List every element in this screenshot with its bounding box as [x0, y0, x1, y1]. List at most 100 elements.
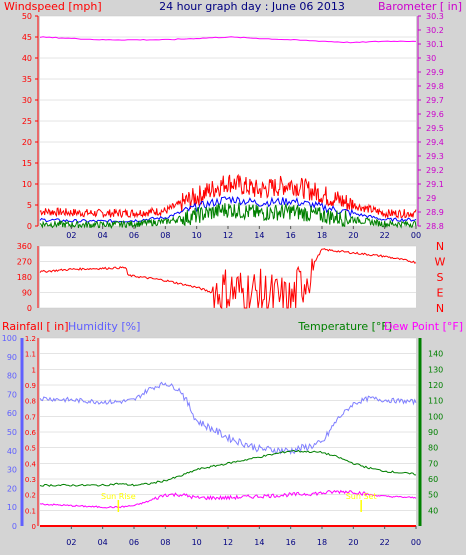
temperature-tick-label: 70 [428, 459, 438, 468]
x-tick-label: 10 [192, 231, 202, 240]
wind-barometer-panel: 0 5 10 15 20 25 30 35 40 45 50 28.8 28.9 29 29.1 29.2 2… [22, 12, 444, 240]
baro-tick-label: 30.1 [426, 40, 444, 49]
wind-tick-label: 50 [22, 12, 32, 21]
wind-tick-label: 10 [22, 180, 32, 189]
baro-tick-label: 29.8 [426, 82, 444, 91]
x-tick-label: 02 [66, 231, 76, 240]
wind-tick-label: 20 [22, 138, 32, 147]
rainfall-axis-label: Rainfall [ in] [2, 320, 69, 333]
x-tick-label: 22 [380, 538, 390, 547]
baro-tick-label: 29.6 [426, 110, 444, 119]
x-tick-label: 12 [223, 231, 233, 240]
x-tick-label: 14 [254, 538, 264, 547]
dew-point-axis-label: Dew Point [°F] [384, 320, 463, 333]
baro-tick-label: 29.3 [426, 152, 444, 161]
wind-tick-label: 35 [22, 75, 32, 84]
rainfall-tick-label: 1.1 [25, 351, 36, 359]
x-tick-label: 06 [129, 231, 139, 240]
temperature-line [39, 449, 417, 487]
x-tick-label: 18 [317, 231, 327, 240]
humidity-tick-label: 20 [7, 484, 17, 493]
humidity-line [39, 381, 417, 456]
temperature-tick-label: 50 [428, 491, 438, 500]
direction-tick-label: 180 [17, 273, 32, 282]
x-tick-label: 18 [317, 538, 327, 547]
humidity-tick-label: 90 [7, 353, 17, 362]
wind-tick-label: 25 [22, 117, 32, 126]
rainfall-tick-label: 0.4 [25, 460, 37, 468]
compass-label: W [435, 256, 446, 269]
direction-tick-label: 0 [27, 304, 32, 313]
compass-label: S [437, 271, 444, 284]
compass-label: N [436, 302, 444, 315]
baro-tick-label: 29.7 [426, 96, 444, 105]
rainfall-tick-label: 0.3 [25, 476, 36, 484]
temperature-tick-label: 130 [428, 365, 443, 374]
wind-tick-label: 5 [27, 201, 32, 210]
wind-tick-label: 0 [27, 222, 32, 231]
baro-tick-label: 29.1 [426, 180, 444, 189]
rainfall-tick-label: 1.2 [25, 335, 36, 343]
temperature-tick-label: 60 [428, 475, 438, 484]
rainfall-tick-label: 0.2 [25, 492, 36, 500]
barometer-line [39, 36, 417, 44]
humidity-tick-label: 40 [7, 447, 17, 456]
x-tick-label: 20 [348, 538, 358, 547]
rainfall-tick-label: 0.7 [25, 413, 36, 421]
wind-tick-label: 15 [22, 159, 32, 168]
sunrise-label: Sun Rise [101, 492, 136, 501]
dew-point-line [39, 489, 417, 509]
temperature-tick-label: 40 [428, 506, 438, 515]
wind-average-line [39, 195, 417, 224]
humidity-tick-label: 60 [7, 409, 17, 418]
baro-tick-label: 29 [426, 194, 436, 203]
x-tick-label: 16 [286, 231, 296, 240]
rainfall-tick-label: 1 [32, 366, 36, 374]
x-tick-label: 14 [254, 231, 264, 240]
x-tick-label: 10 [192, 538, 202, 547]
x-tick-label: 06 [129, 538, 139, 547]
compass-label: E [437, 287, 444, 300]
compass-label: N [436, 240, 444, 253]
baro-tick-label: 30 [426, 54, 436, 63]
wind-tick-label: 30 [22, 96, 32, 105]
x-tick-label: 16 [286, 538, 296, 547]
direction-tick-label: 270 [17, 258, 32, 267]
baro-tick-label: 29.5 [426, 124, 444, 133]
rainfall-tick-label: 0.9 [25, 382, 36, 390]
graph-title: 24 hour graph day : June 06 2013 [159, 0, 345, 13]
baro-tick-label: 28.8 [426, 222, 444, 231]
x-tick-label: 04 [98, 231, 108, 240]
baro-tick-label: 30.2 [426, 26, 444, 35]
sunset-label: Sun Set [346, 492, 377, 501]
x-tick-label: 20 [348, 231, 358, 240]
x-tick-label: 12 [223, 538, 233, 547]
temperature-tick-label: 120 [428, 381, 443, 390]
temperature-axis-label: Temperature [°F] [297, 320, 392, 333]
wind-tick-label: 45 [22, 33, 32, 42]
baro-tick-label: 29.4 [426, 138, 444, 147]
humidity-tick-label: 100 [2, 334, 17, 343]
humidity-tick-label: 0 [12, 522, 17, 531]
temperature-tick-label: 140 [428, 350, 443, 359]
rainfall-tick-label: 0 [32, 523, 36, 531]
humidity-tick-label: 70 [7, 390, 17, 399]
wind-tick-label: 40 [22, 54, 32, 63]
direction-tick-label: 360 [17, 242, 32, 251]
baro-tick-label: 30.3 [426, 12, 444, 21]
wind-low-line [39, 202, 417, 229]
temperature-tick-label: 100 [428, 412, 443, 421]
rainfall-tick-label: 0.6 [25, 429, 37, 437]
temperature-tick-label: 110 [428, 397, 443, 406]
x-tick-label: 02 [66, 538, 76, 547]
humidity-axis-label: Humidity [%] [68, 320, 140, 333]
rainfall-tick-label: 0.5 [25, 445, 36, 453]
x-tick-label: 00 [411, 538, 421, 547]
wind-direction-line [39, 248, 417, 310]
temperature-tick-label: 80 [428, 444, 438, 453]
rain-humidity-temperature-panel: 010203040506070809010000.10.20.30.40.50.… [2, 334, 444, 547]
windspeed-axis-label: Windspeed [mph] [4, 0, 102, 13]
baro-tick-label: 29.2 [426, 166, 444, 175]
